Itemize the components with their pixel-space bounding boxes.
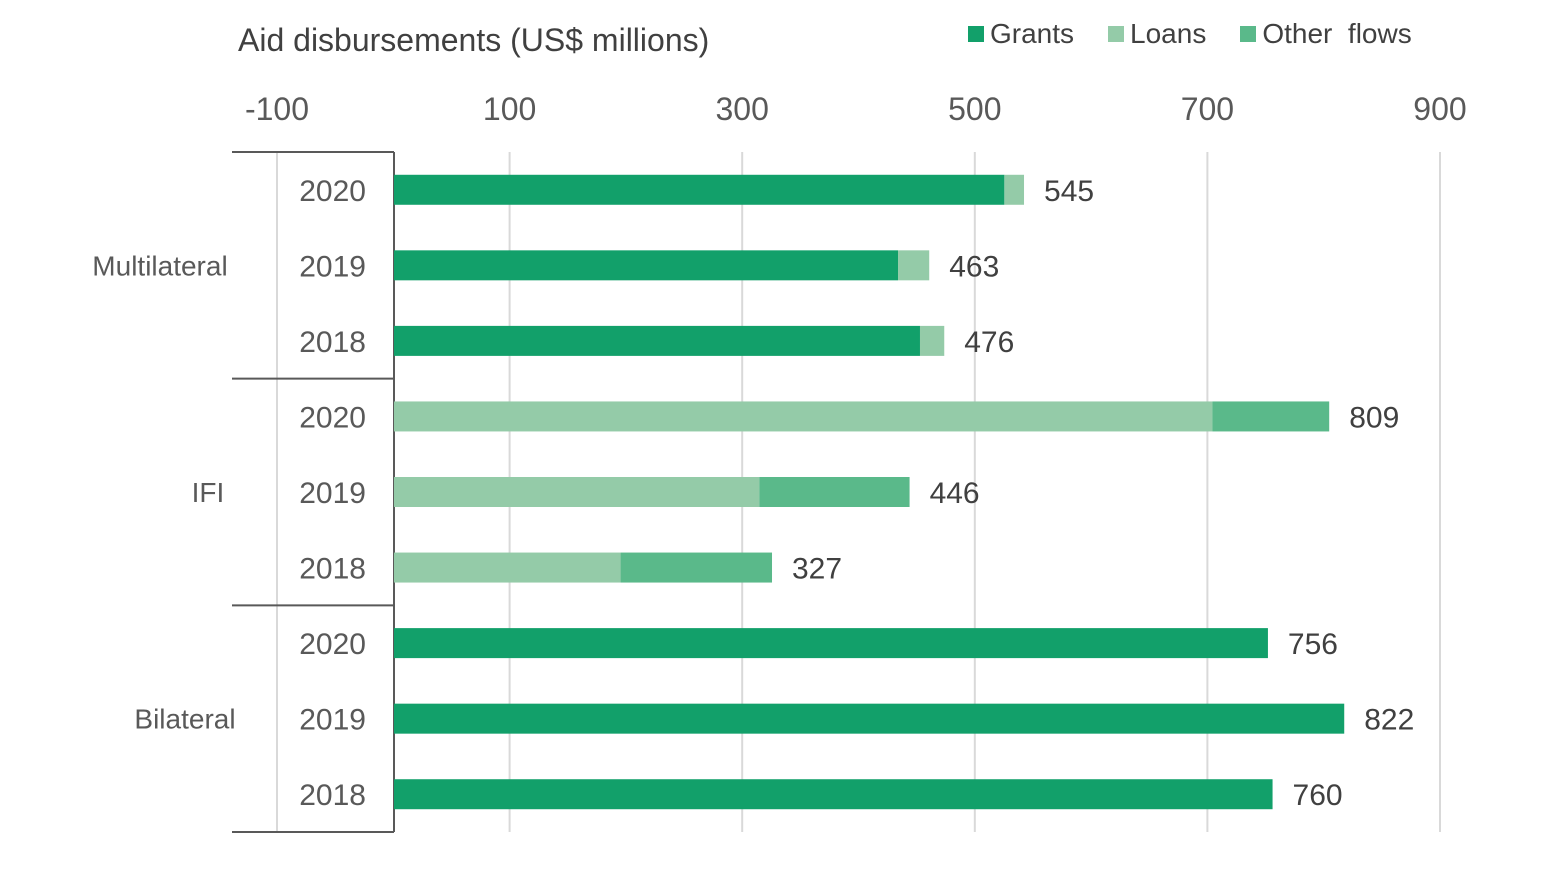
y-tick-label: 2018 <box>299 553 366 586</box>
legend-swatch-grants <box>968 26 984 42</box>
y-tick-label: 2018 <box>299 326 366 359</box>
x-tick-label: 700 <box>1181 91 1234 127</box>
data-label: 822 <box>1364 704 1414 737</box>
bar-other-flows <box>759 477 910 507</box>
x-tick-label: 500 <box>948 91 1001 127</box>
data-label: 476 <box>964 326 1014 359</box>
legend-swatch-other-flows <box>1240 26 1257 42</box>
bar-grants <box>394 250 899 281</box>
legend-label-other-flows: Other flows <box>1262 18 1412 49</box>
bar-other-flows <box>620 552 773 583</box>
y-tick-label: 2019 <box>299 250 366 283</box>
bar-loans <box>394 401 1213 432</box>
bar-loans <box>1004 174 1025 205</box>
bar-grants <box>394 779 1273 810</box>
data-label: 756 <box>1288 628 1338 661</box>
bar-loans <box>394 552 621 583</box>
bar-grants <box>394 703 1345 734</box>
bar-loans <box>898 250 930 281</box>
bar-grants <box>394 628 1268 659</box>
x-tick-label: 900 <box>1413 91 1466 127</box>
bar-other-flows <box>1212 401 1330 432</box>
y-tick-label: 2020 <box>299 401 366 434</box>
x-tick-label: 100 <box>483 91 536 127</box>
y-tick-label: 2019 <box>299 477 366 510</box>
data-label: 327 <box>792 553 842 586</box>
y-tick-label: 2018 <box>299 779 366 812</box>
data-label: 809 <box>1349 401 1399 434</box>
group-label: IFI <box>192 477 225 508</box>
x-tick-label: 300 <box>716 91 769 127</box>
legend-label-loans: Loans <box>1130 18 1207 49</box>
bar-grants <box>394 325 920 356</box>
legend-item-grants: Grants <box>968 18 1074 50</box>
bar-loans <box>394 477 760 507</box>
legend-swatch-loans <box>1108 26 1125 42</box>
legend-item-other-flows: Other flows <box>1240 18 1412 50</box>
legend-label-grants: Grants <box>990 18 1075 49</box>
legend-item-loans: Loans <box>1108 18 1206 50</box>
bar-grants <box>394 174 1005 205</box>
data-label: 446 <box>930 477 980 510</box>
data-label: 760 <box>1293 779 1343 812</box>
y-tick-label: 2019 <box>299 704 366 737</box>
data-label: 545 <box>1044 175 1094 208</box>
y-tick-label: 2020 <box>299 628 366 661</box>
bar-loans <box>919 325 945 356</box>
group-label: Bilateral <box>134 704 235 735</box>
x-tick-label: -100 <box>245 91 309 127</box>
y-tick-label: 2020 <box>299 175 366 208</box>
data-label: 463 <box>949 250 999 283</box>
legend: Grants Loans Other flows <box>968 18 1412 50</box>
group-label: Multilateral <box>92 250 227 281</box>
chart-title: Aid disbursements (US$ millions) <box>238 22 710 58</box>
